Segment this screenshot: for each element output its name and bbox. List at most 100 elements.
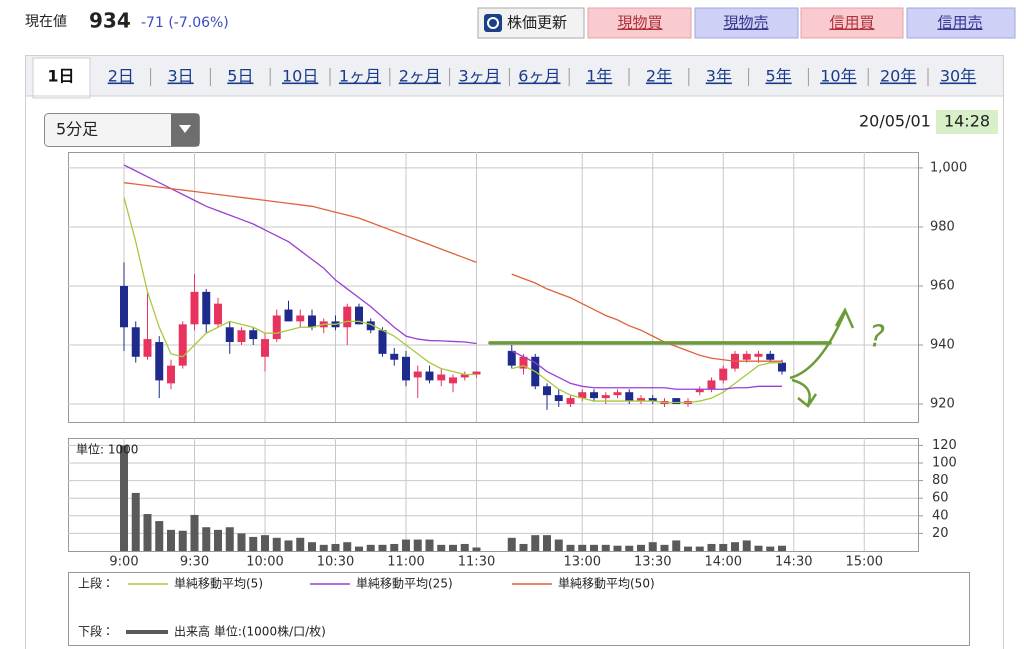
ma-line: [123, 164, 782, 390]
volume-bar: [155, 521, 164, 551]
legend-label: 単純移動平均(25): [356, 577, 453, 591]
volume-bar: [120, 445, 128, 551]
price-plot-frame: [68, 152, 919, 423]
x-tick-label: 9:00: [109, 555, 138, 570]
candle-body: [202, 291, 211, 325]
tab[interactable]: 1ヶ月: [339, 67, 381, 86]
volume-bar: [272, 537, 281, 551]
margin-buy-button[interactable]: 信用買: [800, 7, 904, 39]
tab-bar: [26, 56, 1003, 96]
button-bg: [800, 7, 904, 39]
tab[interactable]: 10年: [820, 67, 856, 86]
candle-body: [460, 374, 469, 378]
volume-bar: [613, 545, 622, 551]
candle-body: [437, 374, 446, 381]
tab[interactable]: 5年: [766, 67, 792, 86]
candle-body: [237, 330, 246, 343]
candle-body: [390, 353, 399, 360]
candle-body: [214, 303, 222, 325]
candle-body: [707, 380, 716, 390]
tab[interactable]: 3年: [706, 67, 732, 86]
volume-bar: [331, 543, 340, 551]
tab[interactable]: 2ヶ月: [399, 67, 441, 86]
y-tick-label: 20: [932, 526, 949, 541]
volume-bar: [625, 545, 634, 551]
candle-body: [566, 398, 575, 404]
price-change: -71 (-7.06%): [141, 15, 229, 31]
tab[interactable]: 6ヶ月: [518, 67, 560, 86]
candle-body: [425, 371, 434, 381]
volume-bar: [707, 543, 716, 551]
volume-bar: [425, 539, 434, 551]
candle-body: [272, 315, 281, 340]
volume-bar: [507, 537, 516, 551]
select-label: 5分足: [56, 120, 98, 139]
candle-body: [472, 371, 481, 375]
annotation-arrowhead: [797, 393, 818, 408]
y-tick-label: 80: [932, 473, 949, 488]
tab[interactable]: 30年: [940, 67, 976, 86]
y-tick-label: 980: [930, 219, 955, 234]
candle-body: [284, 309, 293, 322]
legend-label: 単純移動平均(50): [558, 577, 655, 591]
tab[interactable]: 5日: [227, 67, 253, 86]
legend-label: 出来高 単位:(1000株/口/枚): [174, 624, 326, 639]
volume-bar: [225, 527, 234, 551]
margin-sell-button[interactable]: 信用売: [906, 7, 1016, 39]
x-tick-label: 13:00: [564, 555, 601, 570]
volume-bar: [355, 546, 363, 551]
candle-body: [167, 365, 175, 384]
candle-body: [120, 285, 128, 328]
y-tick-label: 60: [932, 491, 949, 506]
volume-bar: [413, 539, 422, 551]
volume-bar: [249, 536, 258, 551]
candle-body: [754, 353, 763, 357]
volume-bar: [731, 542, 739, 551]
candle-body: [131, 327, 140, 357]
interval-select[interactable]: 5分足: [44, 113, 200, 147]
candle-body: [695, 389, 704, 393]
x-tick-label: 14:00: [705, 555, 742, 570]
annotation-arrowhead: [834, 307, 855, 329]
refresh-button[interactable]: 株価更新: [477, 7, 585, 39]
volume-bar: [766, 546, 775, 551]
tab[interactable]: 1日: [47, 67, 74, 86]
volume-bar: [742, 540, 751, 551]
volume-bar: [390, 543, 399, 551]
refresh-icon: [484, 14, 502, 32]
tab[interactable]: 3日: [168, 67, 194, 86]
button-bg: [587, 7, 692, 39]
button-bg: [906, 7, 1016, 39]
candle-body: [672, 398, 681, 404]
tab[interactable]: 2年: [646, 67, 672, 86]
volume-bar: [601, 544, 610, 551]
candle-body: [143, 339, 152, 357]
tab[interactable]: 2日: [108, 67, 134, 86]
sell-button[interactable]: 現物売: [694, 7, 799, 39]
candle-body: [355, 306, 363, 325]
candle-body: [719, 368, 728, 381]
candle-body: [648, 398, 657, 402]
volume-bar: [237, 533, 246, 551]
selected-tab-bg: [32, 57, 91, 99]
volume-bar: [543, 535, 551, 551]
tab[interactable]: 1年: [586, 67, 612, 86]
volume-bar: [296, 537, 305, 551]
y-tick-label: 920: [930, 397, 955, 412]
buy-button[interactable]: 現物買: [587, 7, 692, 39]
y-tick-label: 940: [930, 337, 955, 352]
volume-bar: [578, 544, 587, 551]
volume-bar: [437, 544, 446, 551]
annotation-arrow-up: [789, 311, 847, 380]
x-tick-label: 11:00: [387, 555, 424, 570]
y-tick-label: 1,000: [930, 160, 967, 175]
candle-body: [366, 321, 375, 331]
tab[interactable]: 10日: [282, 67, 318, 86]
tab[interactable]: 3ヶ月: [459, 67, 501, 86]
candle-body: [261, 339, 269, 357]
x-tick-label: 13:30: [634, 555, 671, 570]
x-tick-label: 14:30: [775, 555, 812, 570]
tab[interactable]: 20年: [880, 67, 916, 86]
